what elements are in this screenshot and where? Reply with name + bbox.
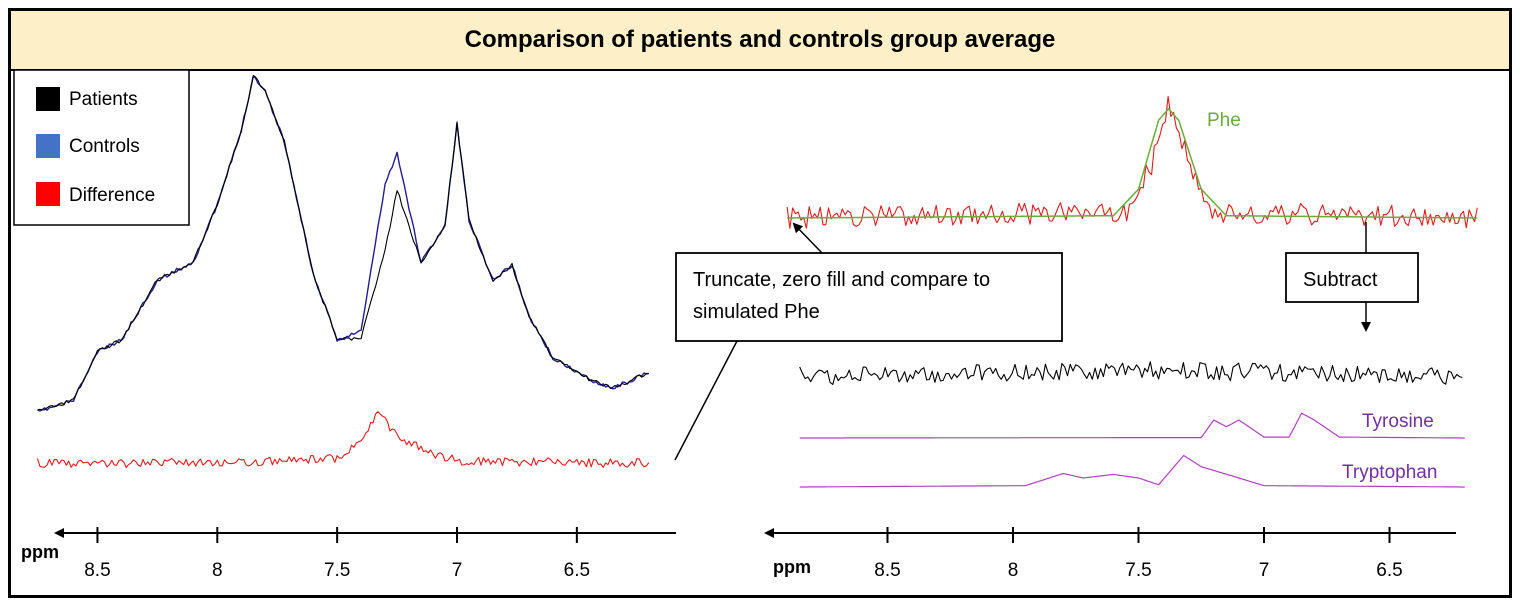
left-tick-label-7: 7 xyxy=(452,560,463,581)
right-x-axis: ppm 8.5 8 7.5 7 6.5 xyxy=(764,527,1456,581)
truncate-text-line1: Truncate, zero fill and compare to xyxy=(693,269,990,291)
patients-series xyxy=(37,74,649,411)
chart-title: Comparison of patients and controls grou… xyxy=(464,26,1056,53)
right-axis-label: ppm xyxy=(773,557,811,577)
tyrosine-series xyxy=(799,412,1465,439)
right-tick-label-8.5: 8.5 xyxy=(874,560,900,581)
right-plot-series xyxy=(786,95,1478,488)
right-tick-label-8: 8 xyxy=(1008,560,1019,581)
title-bar: Comparison of patients and controls grou… xyxy=(11,11,1509,71)
truncate-connector-line xyxy=(674,340,738,461)
legend-label-patients: Patients xyxy=(69,89,138,110)
legend-swatch-patients xyxy=(36,87,60,111)
left-plot-series xyxy=(36,74,650,468)
figure-frame: Comparison of patients and controls grou… xyxy=(8,8,1512,598)
truncate-annotation-box xyxy=(675,252,1063,342)
left-axis-label: ppm xyxy=(21,542,59,562)
right-tick-label-7: 7 xyxy=(1259,560,1270,581)
subtract-text: Subtract xyxy=(1303,269,1378,291)
left-x-axis: ppm 8.5 8 7.5 7 6.5 xyxy=(21,527,676,581)
legend-swatch-difference xyxy=(36,182,60,206)
truncate-text-line2: simulated Phe xyxy=(693,301,820,323)
subtract-annotation-box xyxy=(1285,252,1419,303)
legend-label-difference: Difference xyxy=(69,185,155,206)
tryptophan-label: Tryptophan xyxy=(1342,462,1437,483)
left-tick-label-8.5: 8.5 xyxy=(84,560,110,581)
difference-series xyxy=(36,411,650,468)
left-tick-label-6.5: 6.5 xyxy=(564,560,590,581)
legend-swatch-controls xyxy=(36,134,60,158)
phe-label: Phe xyxy=(1207,110,1241,131)
residual-series xyxy=(799,361,1463,385)
right-tick-label-6.5: 6.5 xyxy=(1376,560,1402,581)
truncated-difference-series xyxy=(786,95,1478,229)
right-tick-label-7.5: 7.5 xyxy=(1125,560,1151,581)
simulated-phe-series xyxy=(787,108,1478,219)
truncate-arrow xyxy=(792,222,823,254)
tyrosine-label: Tyrosine xyxy=(1362,411,1434,432)
left-tick-label-8: 8 xyxy=(212,560,223,581)
left-tick-label-7.5: 7.5 xyxy=(324,560,350,581)
tryptophan-series xyxy=(799,454,1465,488)
legend-label-controls: Controls xyxy=(69,136,140,157)
